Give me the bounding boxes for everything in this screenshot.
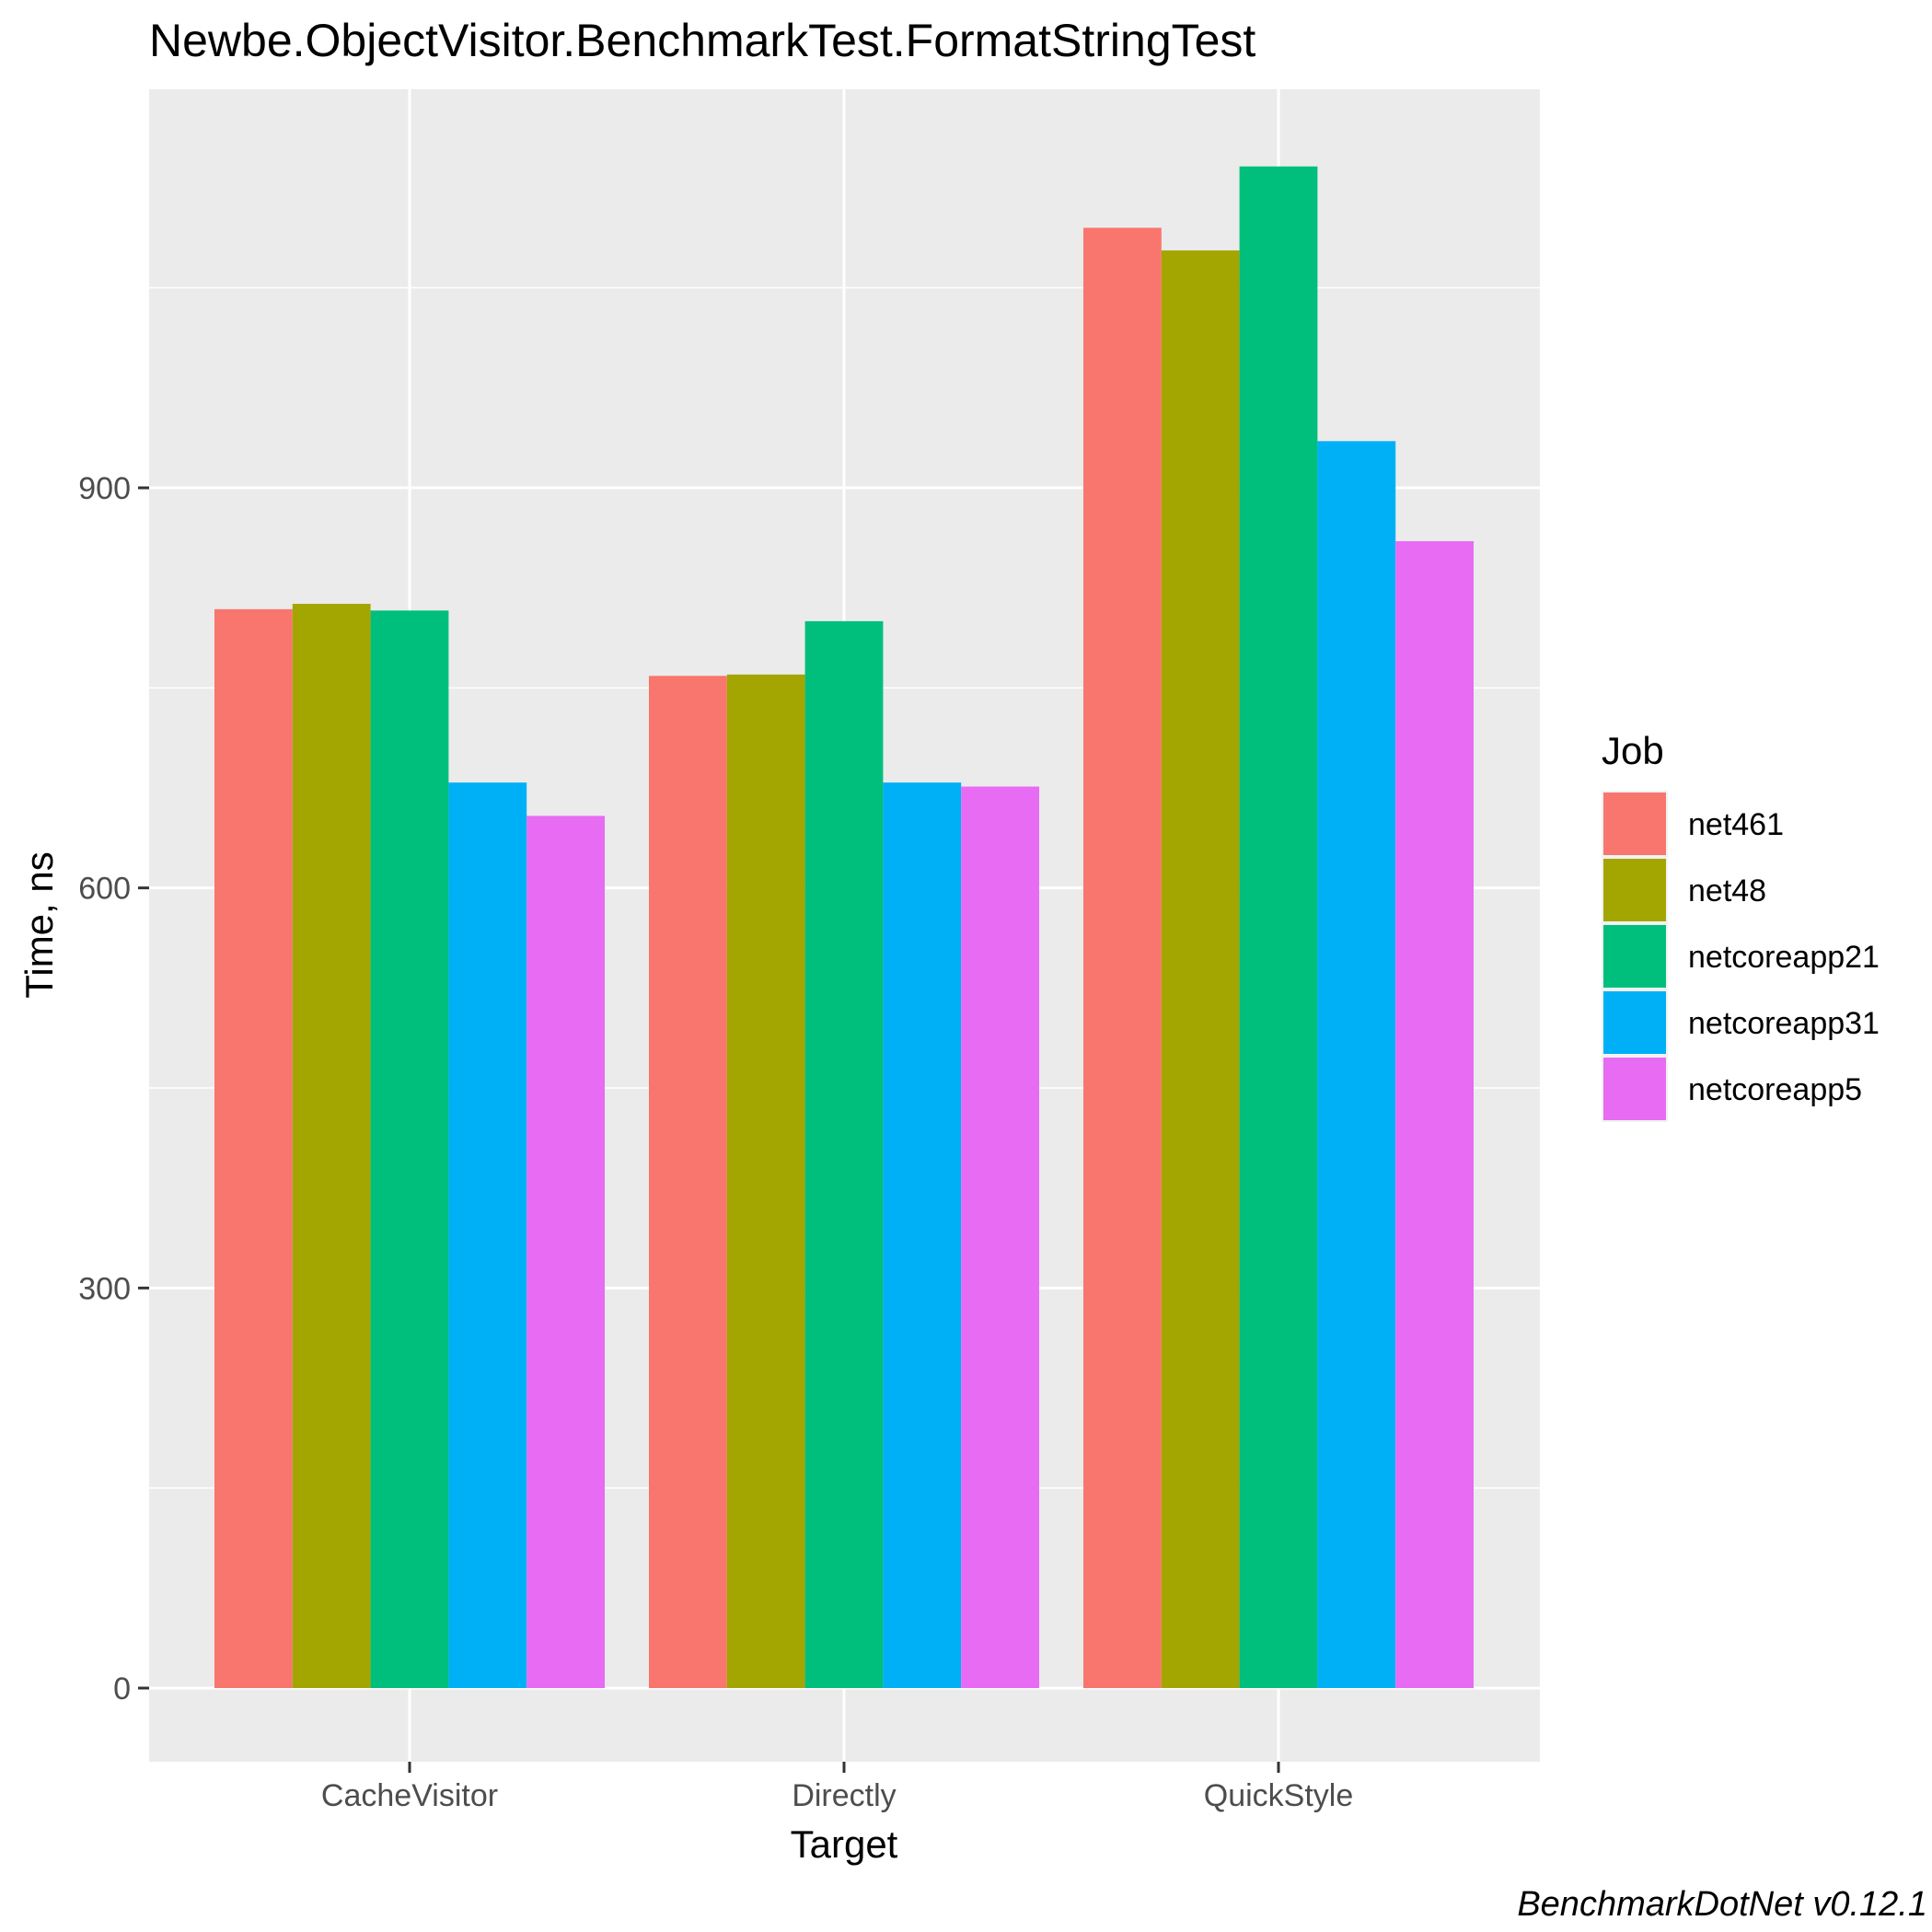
bar [883,782,962,1688]
bar [370,610,449,1688]
bar [804,620,884,1688]
bar [214,608,293,1688]
legend-key [1603,792,1666,855]
x-tick-label: Directly [792,1778,896,1813]
legend-key [1603,1058,1666,1120]
y-tick-label: 600 [78,872,131,907]
legend-label: netcoreapp21 [1688,940,1880,975]
x-tick-label: QuickStyle [1204,1778,1354,1813]
bar [1239,166,1318,1689]
legend-label: net48 [1688,873,1766,908]
y-tick-label: 900 [78,471,131,506]
bar [649,676,727,1688]
legend-key [1603,859,1666,921]
bar [292,604,371,1688]
y-axis-title: Time, ns [17,851,61,998]
legend-key [1603,925,1666,988]
chart-title: Newbe.ObjectVisitor.BenchmarkTest.Format… [149,15,1255,66]
x-axis: CacheVisitor Directly QuickStyle [321,1762,1353,1813]
legend-title: Job [1602,729,1664,772]
legend-key [1603,991,1666,1054]
bar [1317,441,1396,1689]
bar [1395,540,1474,1688]
x-axis-title: Target [791,1822,898,1866]
bar [726,674,805,1688]
legend-label: net461 [1688,807,1784,842]
legend: Job net461 net48 netcoreapp21 netcoreapp31 n… [1602,729,1880,1122]
y-tick-label: 300 [78,1271,131,1306]
legend-label: netcoreapp5 [1688,1072,1862,1107]
y-axis: 0 300 600 900 [78,471,149,1706]
x-tick-label: CacheVisitor [321,1778,498,1813]
bar [1083,227,1162,1688]
bar [448,782,527,1688]
y-tick-label: 0 [113,1672,131,1706]
caption: BenchmarkDotNet v0.12.1 [1517,1885,1927,1924]
bars [214,166,1474,1689]
bar [961,786,1039,1688]
bar [1161,250,1240,1688]
legend-label: netcoreapp31 [1688,1006,1880,1041]
bar [526,816,605,1688]
